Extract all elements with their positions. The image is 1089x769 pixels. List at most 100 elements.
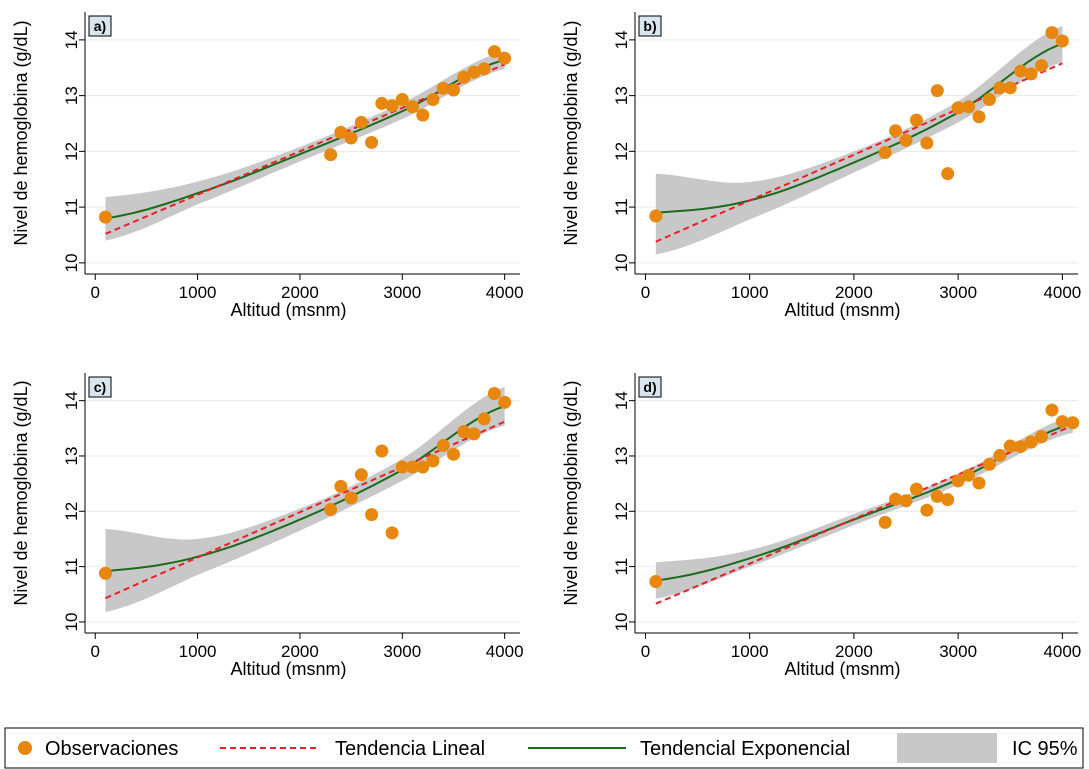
observation-point — [1066, 416, 1080, 430]
observation-point — [951, 101, 965, 115]
y-tick-label: 13 — [62, 86, 81, 105]
observation-point — [416, 108, 430, 122]
panel-label-box — [88, 376, 112, 398]
observation-point — [1003, 81, 1017, 95]
observation-point — [354, 468, 368, 482]
y-tick-label: 11 — [612, 198, 631, 216]
observation-point — [909, 482, 923, 496]
observation-point — [354, 115, 368, 129]
observation-point — [993, 448, 1007, 462]
observation-point — [426, 454, 440, 468]
y-tick-label: 13 — [612, 86, 631, 105]
x-tick-label: 2000 — [281, 642, 319, 661]
y-tick-label: 14 — [62, 30, 81, 49]
plot-area — [635, 373, 1078, 633]
observation-point — [972, 476, 986, 490]
observation-point — [498, 51, 512, 65]
observation-point — [962, 468, 976, 482]
observation-point — [406, 100, 420, 114]
x-tick-label: 1000 — [731, 283, 769, 302]
x-tick-label: 4000 — [1043, 283, 1081, 302]
observation-point — [457, 70, 471, 84]
observation-point — [982, 457, 996, 471]
panels: 10 11 12 13 14 0 1000 2000 3000 4000 Altitud (msnm… — [11, 12, 1081, 679]
x-tick-label: 1000 — [731, 642, 769, 661]
panel-d: 10 11 12 13 14 0 1000 2000 3000 4000 Altitud (msnm… — [561, 373, 1081, 679]
x-tick-label: 2000 — [281, 283, 319, 302]
observation-point — [930, 489, 944, 503]
observation-point — [972, 110, 986, 124]
x-tick-label: 3000 — [939, 642, 977, 661]
linear-trend-line — [105, 420, 506, 600]
observation-point — [909, 113, 923, 127]
legend-label-exponencial: Tendencial Exponencial — [640, 738, 850, 760]
observation-point — [1014, 64, 1028, 78]
observation-point — [436, 438, 450, 452]
observation-point — [375, 444, 389, 458]
observation-point — [1003, 439, 1017, 453]
observation-point — [324, 503, 338, 517]
observation-point — [446, 447, 460, 461]
observation-point — [487, 45, 501, 59]
observation-point — [395, 93, 409, 107]
legend-label-lineal: Tendencia Lineal — [335, 738, 485, 760]
x-tick-label: 2000 — [835, 283, 873, 302]
x-axis-title: Altitud (msnm) — [784, 300, 900, 320]
panel-label-box — [638, 376, 662, 398]
y-tick-label: 10 — [612, 612, 631, 631]
x-tick-label: 4000 — [486, 283, 524, 302]
y-tick-label: 12 — [62, 142, 81, 161]
observation-point — [467, 65, 481, 79]
observation-point — [98, 566, 112, 580]
observation-point — [1035, 59, 1049, 73]
observation-point — [878, 145, 892, 159]
observation-point — [1045, 26, 1059, 40]
y-axis-title: Nivel de hemoglobina (g/dL) — [561, 380, 581, 605]
observation-point — [889, 124, 903, 138]
observation-point — [982, 93, 996, 107]
observation-point — [1024, 67, 1038, 81]
x-axis-title: Altitud (msnm) — [230, 659, 346, 679]
observation-point — [457, 425, 471, 439]
observation-point — [436, 81, 450, 95]
legend-band-ic — [897, 733, 997, 763]
observation-point — [920, 503, 934, 517]
observation-point — [1014, 440, 1028, 454]
y-tick-label: 12 — [612, 142, 631, 161]
legend-label-ic: IC 95% — [1012, 738, 1078, 760]
observation-point — [385, 526, 399, 540]
observation-point — [395, 460, 409, 474]
y-tick-label: 14 — [612, 391, 631, 410]
x-axis-title: Altitud (msnm) — [784, 659, 900, 679]
observation-point — [899, 494, 913, 508]
x-tick-label: 3000 — [939, 283, 977, 302]
linear-trend-line — [655, 62, 1063, 243]
panel-label-box — [88, 15, 112, 37]
observation-point — [1024, 435, 1038, 449]
x-tick-label: 3000 — [383, 283, 421, 302]
y-tick-label: 13 — [612, 447, 631, 466]
panel-c: 10 11 12 13 14 0 1000 2000 3000 4000 Altitud (msnm… — [11, 373, 524, 679]
y-tick-label: 14 — [612, 30, 631, 49]
observation-point — [941, 493, 955, 507]
ci-band — [105, 51, 505, 241]
y-tick-label: 12 — [612, 502, 631, 521]
observation-point — [649, 575, 663, 589]
y-tick-label: 12 — [62, 502, 81, 521]
x-tick-label: 0 — [91, 283, 100, 302]
linear-trend-line — [655, 424, 1074, 605]
panel-label: a) — [94, 18, 106, 34]
y-tick-label: 11 — [62, 198, 81, 216]
x-tick-label: 4000 — [1043, 642, 1081, 661]
observation-point — [426, 93, 440, 107]
observation-point — [1035, 430, 1049, 444]
x-axis-title: Altitud (msnm) — [230, 300, 346, 320]
y-tick-label: 13 — [62, 447, 81, 466]
observation-point — [962, 100, 976, 114]
y-axis-title: Nivel de hemoglobina (g/dL) — [561, 20, 581, 245]
observation-point — [98, 210, 112, 224]
y-tick-label: 11 — [612, 558, 631, 576]
observation-point — [385, 99, 399, 113]
observation-point — [1045, 403, 1059, 417]
